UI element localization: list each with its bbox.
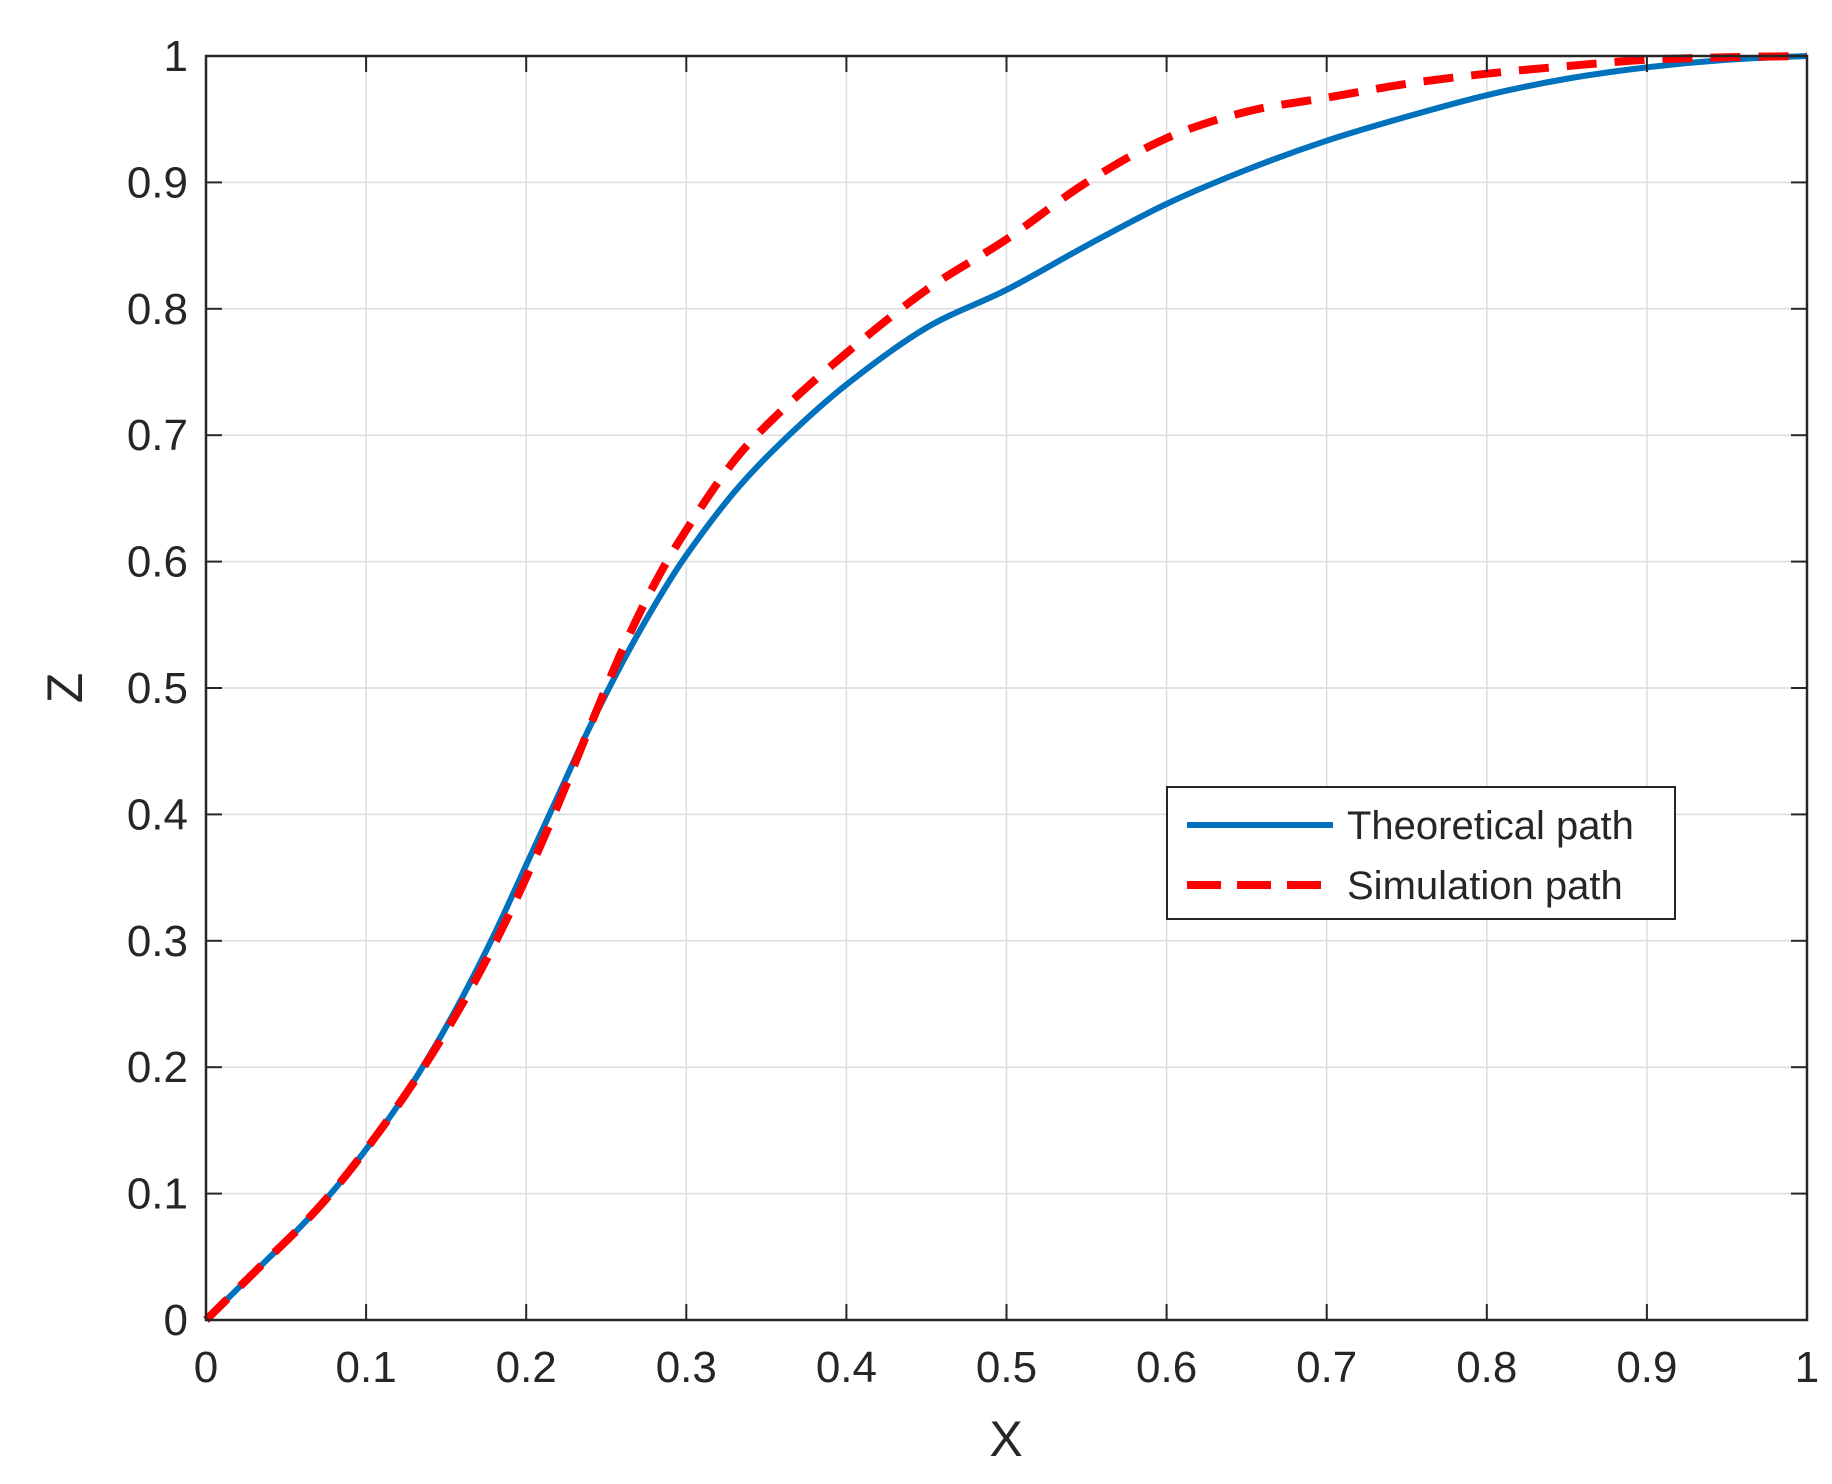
x-tick-label: 0	[194, 1343, 218, 1392]
y-tick-label: 0.2	[127, 1043, 188, 1092]
x-tick-label: 0.9	[1616, 1343, 1677, 1392]
x-tick-label: 0.2	[496, 1343, 557, 1392]
legend: Theoretical path Simulation path	[1166, 786, 1676, 920]
legend-box	[1166, 786, 1676, 920]
y-tick-label: 0.9	[127, 158, 188, 207]
y-tick-label: 0.7	[127, 411, 188, 460]
ticks	[205, 55, 1808, 1321]
y-tick-labels: 0 0.1 0.2 0.3 0.4 0.5 0.6 0.7 0.8 0.9 1	[127, 32, 188, 1345]
y-tick-label: 1	[164, 32, 188, 81]
x-tick-labels: 0 0.1 0.2 0.3 0.4 0.5 0.6 0.7 0.8 0.9 1	[194, 1343, 1819, 1392]
y-tick-label: 0.5	[127, 664, 188, 713]
x-axis-label: X	[989, 1411, 1022, 1467]
legend-label: Theoretical path	[1347, 804, 1634, 848]
y-tick-label: 0.6	[127, 538, 188, 587]
y-tick-label: 0.1	[127, 1170, 188, 1219]
series-line-simulation-path	[203, 52, 1808, 1323]
x-tick-label: 0.7	[1296, 1343, 1357, 1392]
y-axis-label: Z	[37, 673, 93, 704]
y-tick-label: 0.3	[127, 917, 188, 966]
y-tick-label: 0	[164, 1296, 188, 1345]
x-tick-label: 0.4	[816, 1343, 877, 1392]
x-tick-label: 0.3	[656, 1343, 717, 1392]
y-tick-label: 0.4	[127, 790, 188, 839]
x-tick-label: 0.1	[336, 1343, 397, 1392]
legend-label: Simulation path	[1347, 864, 1623, 908]
series-lines	[203, 52, 1808, 1323]
x-tick-label: 0.5	[976, 1343, 1037, 1392]
x-tick-label: 0.8	[1456, 1343, 1517, 1392]
x-tick-label: 1	[1795, 1343, 1819, 1392]
x-tick-label: 0.6	[1136, 1343, 1197, 1392]
y-tick-label: 0.8	[127, 285, 188, 334]
